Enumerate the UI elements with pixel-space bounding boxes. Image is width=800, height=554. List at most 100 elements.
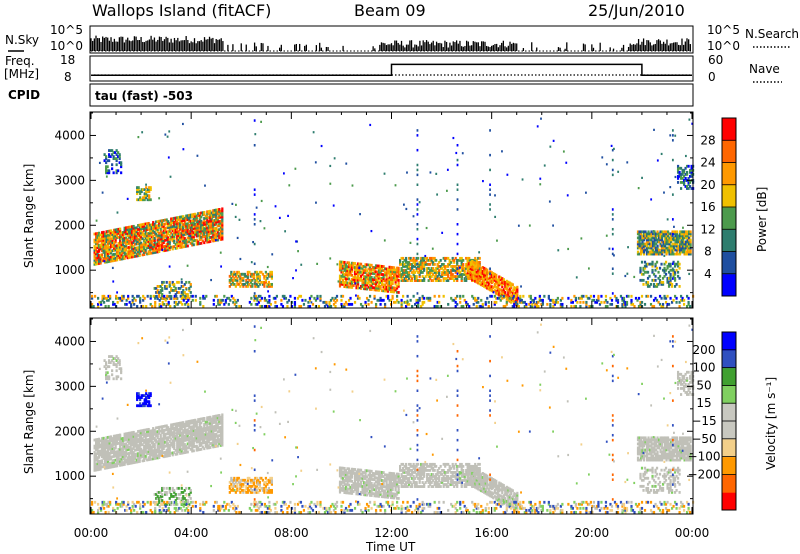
power-cell <box>475 304 478 308</box>
power-cell <box>168 221 171 225</box>
velocity-cell <box>132 445 135 448</box>
power-cell <box>159 291 162 294</box>
power-cell <box>650 234 653 238</box>
velocity-cell <box>120 447 123 451</box>
power-cell <box>97 296 100 300</box>
power-cell <box>639 270 642 274</box>
power-cell <box>185 296 188 300</box>
velocity-cell <box>132 455 135 458</box>
power-cell <box>663 234 667 238</box>
power-cell <box>380 265 384 268</box>
power-cell <box>251 282 254 286</box>
velocity-cell <box>131 435 134 439</box>
power-cell <box>678 232 682 236</box>
power-speck <box>461 275 464 278</box>
power-cell <box>239 284 242 288</box>
power-cell <box>126 252 129 256</box>
power-cell <box>669 248 673 252</box>
velocity-cell <box>123 450 126 454</box>
power-cell <box>123 232 126 236</box>
power-cell <box>224 298 227 302</box>
power-cell <box>687 246 691 250</box>
velocity-cell <box>117 448 120 451</box>
power-cell <box>523 300 526 304</box>
power-cell <box>105 238 108 242</box>
power-cell <box>487 304 490 308</box>
power-cell <box>142 188 145 192</box>
power-cell <box>120 243 123 247</box>
power-cell <box>675 244 679 248</box>
power-cell <box>177 230 180 233</box>
power-cell <box>104 240 107 244</box>
power-cell <box>93 252 96 256</box>
power-cell <box>173 216 176 220</box>
power-cell <box>367 277 370 281</box>
power-speck <box>669 134 672 137</box>
power-cell <box>595 300 599 304</box>
power-cell <box>444 256 447 260</box>
beam-title: Beam 09 <box>354 1 426 20</box>
power-cell <box>613 294 617 298</box>
power-cell <box>373 268 376 272</box>
power-cell <box>364 287 367 291</box>
power-cell <box>650 248 653 252</box>
power-cell <box>109 296 112 300</box>
power-cell <box>346 273 349 277</box>
power-cell <box>546 302 549 306</box>
power-cell <box>126 246 129 250</box>
power-speck <box>253 262 256 266</box>
power-cell <box>642 242 646 246</box>
power-cell <box>110 257 113 261</box>
power-cell <box>105 236 108 240</box>
power-cell <box>471 266 474 269</box>
power-cell <box>630 294 633 298</box>
power-cell <box>444 265 447 268</box>
power-cell <box>98 231 101 235</box>
power-cell <box>141 237 144 241</box>
power-cell <box>107 229 110 233</box>
power-cell <box>123 246 126 250</box>
power-cell <box>370 269 373 273</box>
power-speck <box>250 261 253 264</box>
velocity-cell <box>110 435 113 439</box>
power-cell <box>111 149 114 152</box>
power-cell <box>146 294 149 298</box>
power-cell <box>636 250 640 254</box>
power-speck <box>671 158 674 162</box>
power-cell <box>140 233 143 237</box>
power-cell <box>403 265 406 268</box>
power-cell <box>447 265 450 268</box>
power-cell <box>216 234 219 238</box>
power-cell <box>344 283 348 287</box>
power-cell <box>322 300 325 304</box>
power-cell <box>123 230 126 234</box>
power-cell <box>421 258 424 262</box>
power-cell <box>140 188 143 192</box>
power-cell <box>175 294 178 298</box>
power-cell <box>427 262 430 266</box>
power-cell <box>129 255 132 259</box>
power-speck <box>456 223 459 226</box>
velocity-cell <box>126 458 129 462</box>
power-cell <box>352 265 355 269</box>
velocity-cell <box>125 452 128 456</box>
power-cell <box>487 300 490 304</box>
power-cell <box>239 276 242 280</box>
power-cell <box>254 296 257 300</box>
power-cell <box>323 300 327 304</box>
power-cell <box>346 267 349 271</box>
power-cell <box>414 258 417 262</box>
power-cell <box>373 266 376 270</box>
power-cell <box>660 236 664 240</box>
power-cell <box>675 252 679 256</box>
power-cell <box>169 304 172 308</box>
power-cell <box>689 242 692 246</box>
power-cell <box>654 232 658 236</box>
power-cell <box>624 300 627 304</box>
power-cell <box>176 240 179 244</box>
power-cell <box>197 212 200 215</box>
power-cell <box>645 270 648 274</box>
velocity-cell <box>146 438 149 442</box>
power-cell <box>659 236 662 240</box>
power-cell <box>394 282 397 286</box>
